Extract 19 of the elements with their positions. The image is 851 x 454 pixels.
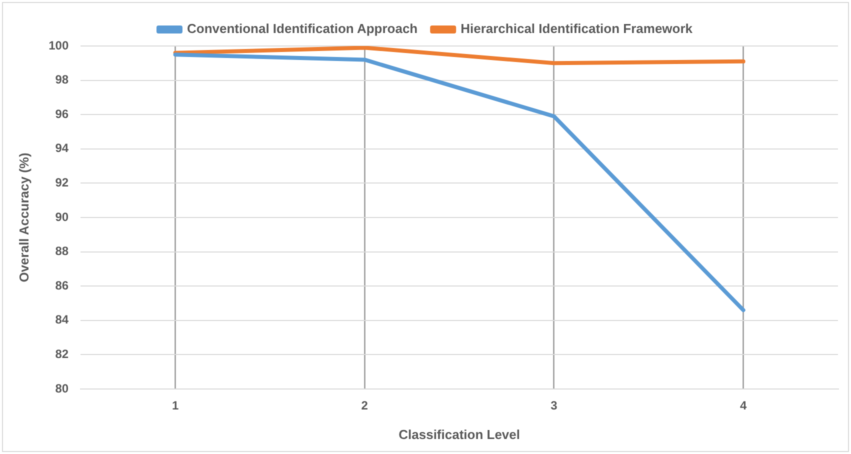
legend-label: Hierarchical Identification Framework (460, 21, 694, 36)
y-tick-label: 92 (55, 176, 69, 190)
y-axis-title: Overall Accuracy (%) (16, 152, 32, 282)
legend-label: Conventional Identification Approach (186, 21, 418, 36)
x-axis-title: Classification Level (398, 426, 520, 442)
y-tick-label: 82 (55, 347, 69, 362)
y-tick-label: 84 (55, 312, 69, 327)
y-tick-label: 88 (55, 244, 69, 258)
x-tick-label: 1 (172, 398, 179, 413)
y-tick-label: 96 (55, 106, 69, 121)
x-tick-label: 2 (361, 398, 368, 413)
y-tick-label: 100 (48, 38, 69, 52)
y-tick-label: 86 (55, 278, 69, 292)
y-tick-label: 98 (55, 72, 69, 87)
y-tick-label: 90 (55, 210, 69, 224)
x-tick-label: 4 (740, 398, 747, 413)
y-tick-label: 80 (55, 381, 69, 396)
y-tick-label: 94 (55, 141, 69, 156)
x-tick-label: 3 (550, 398, 558, 413)
